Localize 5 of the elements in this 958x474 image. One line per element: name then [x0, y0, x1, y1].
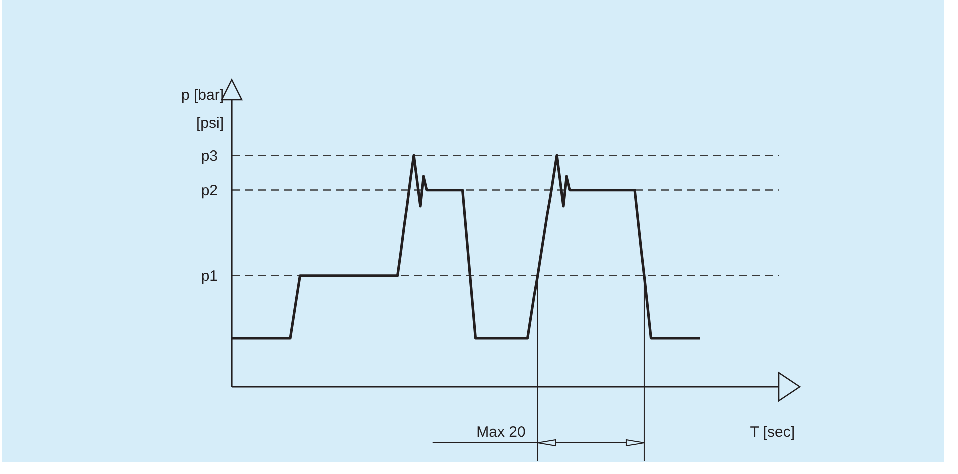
text: Max 20 — [476, 424, 526, 441]
x-axis-title: T [sec] — [750, 424, 795, 441]
ref-line-label: p1 — [201, 268, 218, 286]
ref-line-label: p3 — [201, 148, 218, 165]
ref-line-label: p2 — [201, 182, 218, 200]
